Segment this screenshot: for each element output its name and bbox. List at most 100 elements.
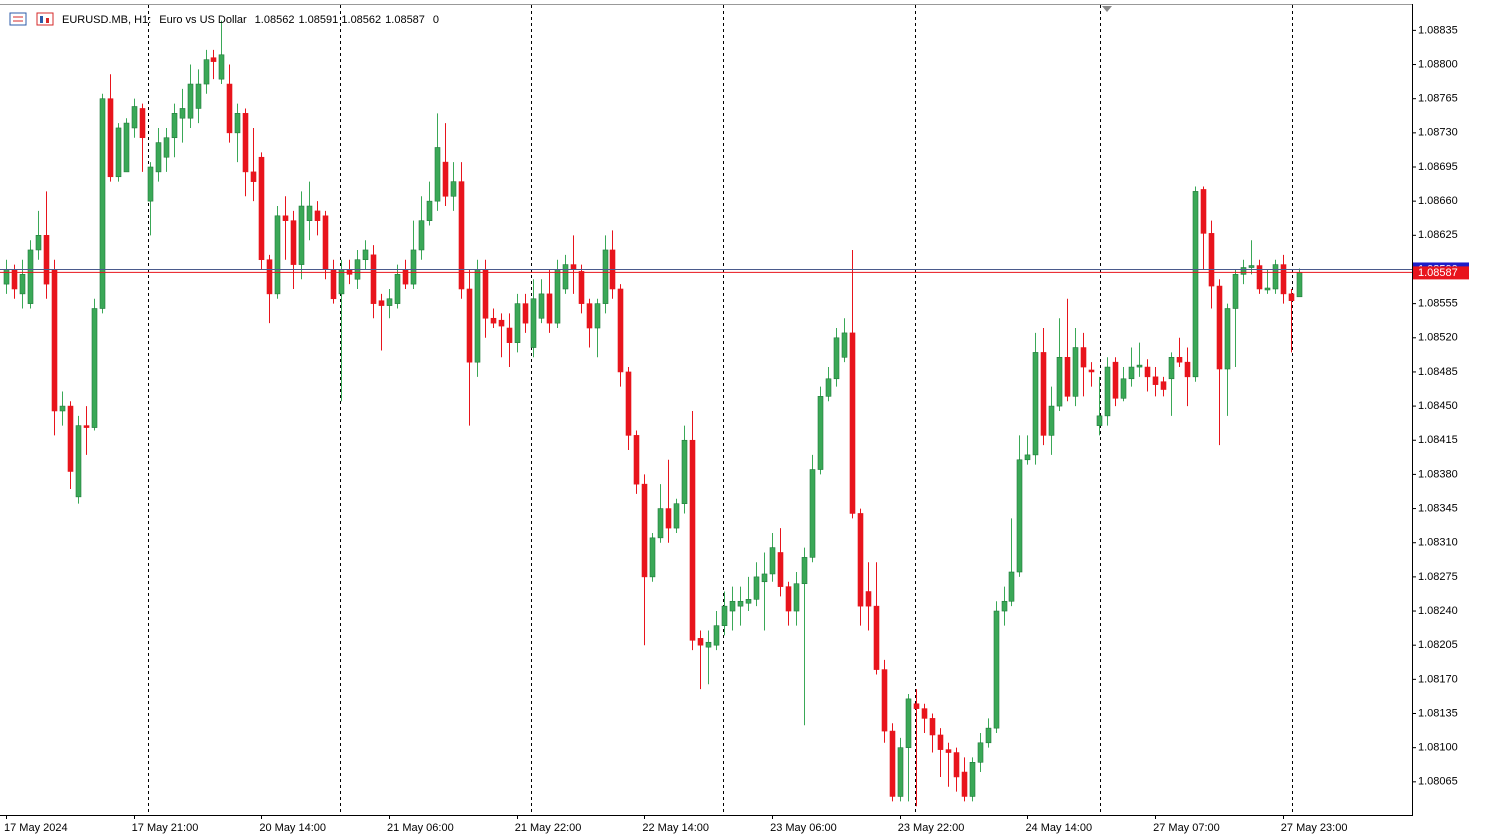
open: 1.08562	[255, 14, 295, 26]
y-tick-label: 1.08835	[1418, 24, 1458, 36]
y-tick-label: 1.08485	[1418, 366, 1458, 378]
candle-body	[226, 83, 233, 134]
candle-body	[1120, 378, 1127, 399]
candle-body	[1256, 265, 1263, 290]
candle-body	[306, 205, 313, 221]
candle-body	[1280, 264, 1287, 295]
candle-body	[586, 303, 593, 329]
candle-body	[410, 249, 417, 285]
candle-body	[681, 439, 688, 504]
candle-body	[91, 308, 98, 428]
candle-body	[466, 288, 473, 363]
candle-body	[218, 54, 225, 80]
candle-body	[546, 293, 553, 324]
bid-label: 1.08587	[1418, 267, 1458, 279]
candle-body	[203, 59, 210, 85]
candle-body	[1136, 364, 1143, 368]
candle-body	[1016, 459, 1023, 573]
y-tick-label: 1.08170	[1418, 673, 1458, 685]
candle-body	[961, 771, 968, 797]
y-axis: 1.08835 1.08800 1.08765 1.08730 1.08695 1.086…	[1412, 24, 1469, 788]
candle-body	[913, 703, 920, 709]
candle-body	[107, 98, 114, 178]
candle-body	[745, 599, 752, 604]
candle-body	[1104, 366, 1111, 417]
close: 1.08587	[385, 14, 425, 26]
low: 1.08562	[341, 14, 381, 26]
y-tick-label: 1.08205	[1418, 639, 1458, 651]
candle-body	[689, 439, 696, 641]
candle-body	[83, 425, 90, 428]
candle-body	[1296, 272, 1303, 298]
candle-body	[929, 718, 936, 736]
candle-body	[1080, 347, 1087, 368]
x-tick-label: 22 May 14:00	[642, 822, 709, 834]
candle-body	[985, 727, 992, 744]
candle-body	[314, 210, 321, 221]
candle-body	[1192, 191, 1199, 378]
candle-body	[1072, 347, 1079, 397]
candle-body	[418, 220, 425, 251]
candle-body	[490, 317, 497, 324]
x-tick-label: 20 May 14:00	[259, 822, 326, 834]
y-tick-label: 1.08065	[1418, 776, 1458, 788]
candle-body	[602, 249, 609, 304]
candle-body	[657, 508, 664, 539]
candle-body	[139, 108, 146, 139]
candle-body	[993, 610, 1000, 729]
x-tick-label: 17 May 21:00	[132, 822, 199, 834]
candle-body	[322, 215, 329, 270]
candle-body	[1024, 454, 1031, 461]
candle-body	[633, 435, 640, 485]
candle-body	[937, 734, 944, 750]
candle-body	[67, 405, 74, 472]
candle-body	[1168, 357, 1175, 380]
candle-body	[977, 742, 984, 763]
description: Euro vs US Dollar	[159, 14, 247, 26]
candle-body	[147, 166, 154, 202]
candle-body	[801, 557, 808, 585]
y-tick-label: 1.08800	[1418, 58, 1458, 70]
candle-body	[282, 215, 289, 221]
candle-body	[402, 269, 409, 285]
candle-body	[27, 249, 34, 304]
candle-body	[570, 264, 577, 270]
candle-body	[705, 641, 712, 648]
candle-body	[753, 576, 760, 600]
candle-body	[945, 749, 952, 753]
x-tick-label: 21 May 22:00	[515, 822, 582, 834]
shift-marker	[1102, 6, 1112, 12]
candle-body	[721, 605, 728, 626]
candle-body	[131, 106, 138, 129]
candle-body	[538, 293, 545, 319]
candle-body	[370, 254, 377, 304]
candle-body	[777, 552, 784, 587]
candle-body	[1056, 357, 1063, 407]
candle-body	[1088, 369, 1095, 373]
candle-body	[793, 583, 800, 612]
candle-body	[649, 537, 656, 578]
candle-body	[35, 235, 42, 251]
y-tick-label: 1.08730	[1418, 127, 1458, 139]
candle-body	[394, 274, 401, 304]
candle-body	[713, 625, 720, 646]
y-tick-label: 1.08135	[1418, 707, 1458, 719]
y-tick-label: 1.08275	[1418, 571, 1458, 583]
candle-body	[1232, 274, 1239, 309]
candle-body	[641, 483, 648, 578]
x-tick-label: 27 May 07:00	[1153, 822, 1220, 834]
candle-body	[729, 600, 736, 612]
candle-body	[578, 271, 585, 304]
candle-body	[1216, 285, 1223, 370]
x-tick-label: 21 May 06:00	[387, 822, 454, 834]
candle-body	[187, 83, 194, 119]
candle-body	[1096, 415, 1103, 426]
candle-body	[378, 300, 385, 306]
volume: 0	[433, 14, 439, 26]
candle-body	[290, 220, 297, 265]
candle-body	[665, 508, 672, 529]
candle-body	[51, 269, 58, 412]
candle-body	[442, 161, 449, 197]
